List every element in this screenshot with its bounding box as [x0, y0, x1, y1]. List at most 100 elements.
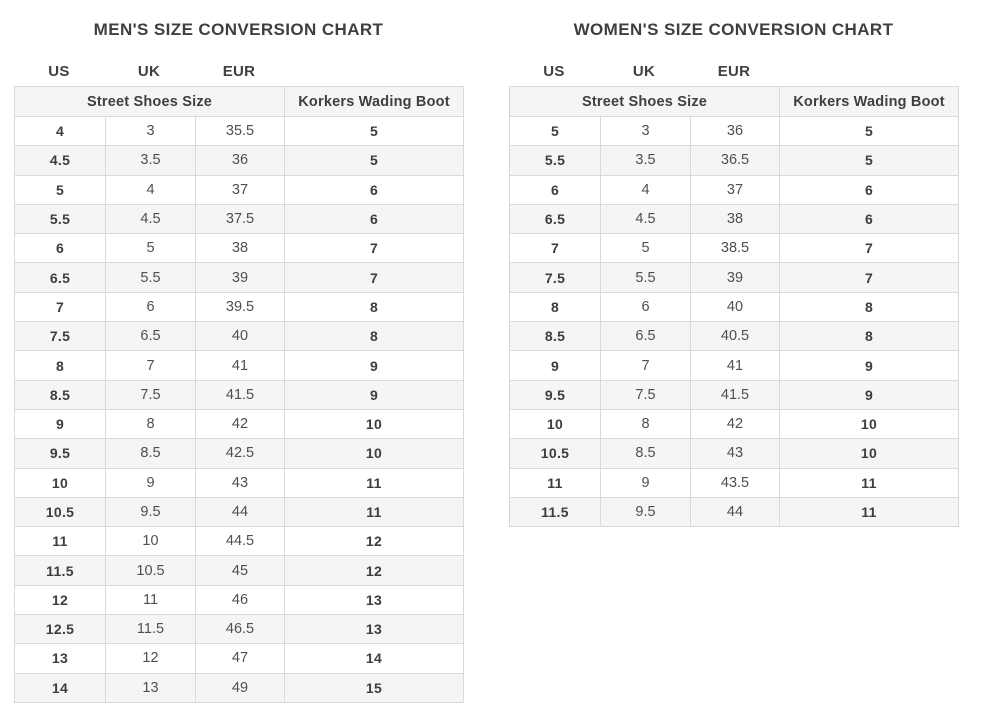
table-row: 6 5 38 7	[14, 233, 464, 264]
table-row: 5.5 4.5 37.5 6	[14, 203, 464, 235]
uk-size-cell: 5.5	[600, 262, 691, 293]
boot-size-cell: 8	[779, 321, 959, 352]
us-size-cell: 11.5	[14, 555, 106, 586]
uk-size-cell: 4.5	[105, 203, 196, 235]
us-size-cell: 11.5	[509, 496, 601, 528]
uk-size-cell: 7.5	[600, 379, 691, 410]
eur-size-cell: 37	[195, 174, 285, 205]
boot-size-cell: 6	[779, 174, 959, 205]
us-size-cell: 12	[14, 584, 106, 616]
table-row: 5 3 36 5	[509, 115, 959, 147]
table-row: 6.5 5.5 39 7	[14, 262, 464, 293]
boot-size-cell: 10	[779, 408, 959, 440]
boot-size-cell: 11	[779, 496, 959, 528]
table-row: 9 7 41 9	[509, 350, 959, 381]
eur-size-cell: 41.5	[195, 379, 285, 410]
uk-size-cell: 3	[600, 115, 691, 147]
us-size-cell: 11	[509, 467, 601, 498]
eur-size-cell: 40	[690, 291, 780, 323]
uk-size-cell: 8	[600, 408, 691, 440]
boot-size-cell: 10	[779, 438, 959, 469]
us-size-cell: 12.5	[14, 614, 106, 645]
eur-size-cell: 36	[195, 145, 285, 176]
us-size-cell: 6	[509, 174, 601, 205]
table-row: 12.5 11.5 46.5 13	[14, 614, 464, 645]
uk-size-cell: 3.5	[600, 145, 691, 176]
womens-col-label-uk: UK	[632, 63, 656, 80]
uk-size-cell: 6.5	[600, 321, 691, 352]
boot-size-cell: 7	[284, 262, 464, 293]
boot-size-cell: 5	[284, 115, 464, 147]
us-size-cell: 8	[14, 350, 106, 381]
table-row: 11.5 10.5 45 12	[14, 555, 464, 586]
mens-wading-boot-header: Korkers Wading Boot	[284, 86, 464, 117]
us-size-cell: 9	[14, 408, 106, 440]
table-row: 8 7 41 9	[14, 350, 464, 381]
table-row: 8.5 6.5 40.5 8	[509, 321, 959, 352]
eur-size-cell: 46.5	[195, 614, 285, 645]
table-row: 7.5 5.5 39 7	[509, 262, 959, 293]
uk-size-cell: 8	[105, 408, 196, 440]
uk-size-cell: 11.5	[105, 614, 196, 645]
table-row: 9 8 42 10	[14, 408, 464, 440]
eur-size-cell: 43	[690, 438, 780, 469]
uk-size-cell: 5.5	[105, 262, 196, 293]
us-size-cell: 8.5	[14, 379, 106, 410]
uk-size-cell: 9	[600, 467, 691, 498]
mens-street-shoes-header: Street Shoes Size	[14, 86, 285, 117]
us-size-cell: 14	[14, 672, 106, 703]
womens-chart-title: WOMEN'S SIZE CONVERSION CHART	[573, 20, 894, 39]
table-row: 10 9 43 11	[14, 467, 464, 498]
uk-size-cell: 6	[600, 291, 691, 323]
boot-size-cell: 15	[284, 672, 464, 703]
uk-size-cell: 4	[105, 174, 196, 205]
us-size-cell: 11	[14, 526, 106, 557]
eur-size-cell: 36	[690, 115, 780, 147]
us-size-cell: 4.5	[14, 145, 106, 176]
boot-size-cell: 14	[284, 643, 464, 674]
womens-wading-boot-header: Korkers Wading Boot	[779, 86, 959, 117]
us-size-cell: 7	[509, 233, 601, 264]
eur-size-cell: 38	[195, 233, 285, 264]
us-size-cell: 8	[509, 291, 601, 323]
boot-size-cell: 13	[284, 614, 464, 645]
mens-column-labels: US UK EUR	[14, 63, 463, 81]
eur-size-cell: 43	[195, 467, 285, 498]
eur-size-cell: 44.5	[195, 526, 285, 557]
table-row: 13 12 47 14	[14, 643, 464, 674]
boot-size-cell: 5	[779, 145, 959, 176]
table-row: 14 13 49 15	[14, 672, 464, 703]
uk-size-cell: 10	[105, 526, 196, 557]
table-row: 5 4 37 6	[14, 174, 464, 205]
boot-size-cell: 6	[284, 174, 464, 205]
mens-size-chart-section: MEN'S SIZE CONVERSION CHART US UK EUR St…	[14, 0, 464, 703]
mens-table-body: 4 3 35.5 5 4.5 3.5 36 5 5 4 37 6 5.5 4.5 37.5 6 6 5 38 7 6.5…	[14, 115, 464, 703]
us-size-cell: 6.5	[14, 262, 106, 293]
us-size-cell: 5	[14, 174, 106, 205]
boot-size-cell: 5	[284, 145, 464, 176]
us-size-cell: 10.5	[14, 496, 106, 528]
boot-size-cell: 10	[284, 438, 464, 469]
boot-size-cell: 11	[779, 467, 959, 498]
uk-size-cell: 12	[105, 643, 196, 674]
us-size-cell: 10.5	[509, 438, 601, 469]
us-size-cell: 8.5	[509, 321, 601, 352]
uk-size-cell: 9	[105, 467, 196, 498]
boot-size-cell: 13	[284, 584, 464, 616]
eur-size-cell: 38	[690, 203, 780, 235]
boot-size-cell: 9	[779, 350, 959, 381]
uk-size-cell: 6.5	[105, 321, 196, 352]
boot-size-cell: 12	[284, 526, 464, 557]
uk-size-cell: 7	[105, 350, 196, 381]
eur-size-cell: 41.5	[690, 379, 780, 410]
table-row: 7.5 6.5 40 8	[14, 321, 464, 352]
mens-col-label-uk: UK	[137, 63, 161, 80]
uk-size-cell: 6	[105, 291, 196, 323]
table-row: 10 8 42 10	[509, 408, 959, 440]
us-size-cell: 4	[14, 115, 106, 147]
us-size-cell: 10	[14, 467, 106, 498]
eur-size-cell: 41	[690, 350, 780, 381]
table-row: 9.5 8.5 42.5 10	[14, 438, 464, 469]
eur-size-cell: 39	[195, 262, 285, 293]
